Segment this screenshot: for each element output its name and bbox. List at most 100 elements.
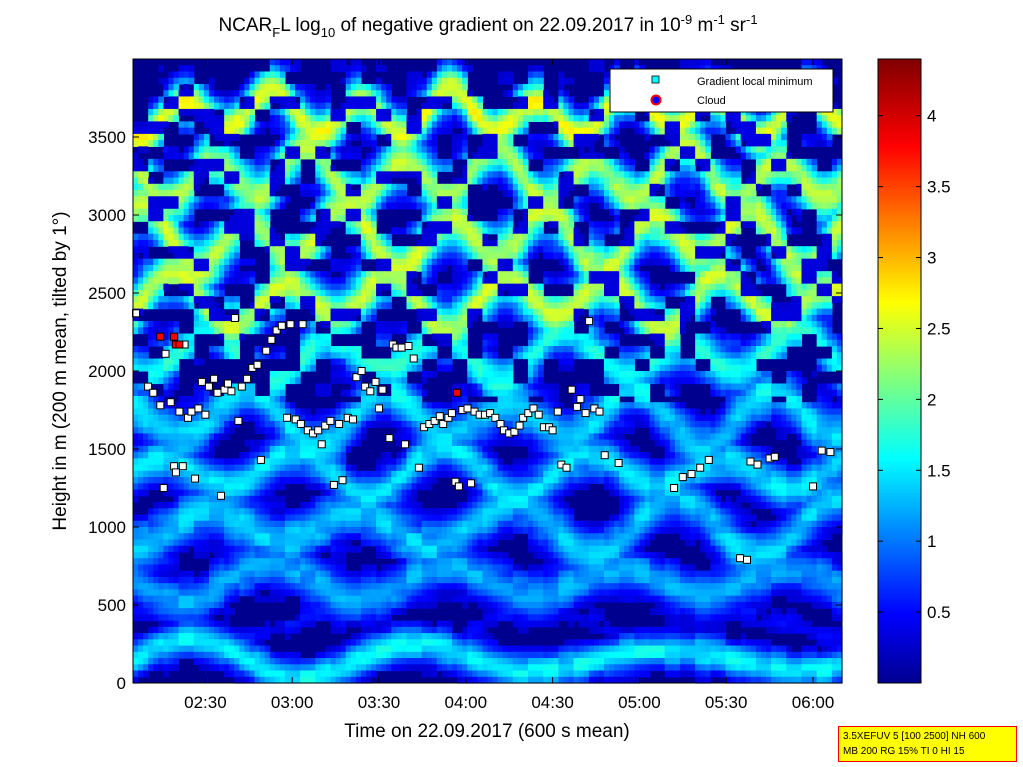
heatmap-cell [279, 545, 286, 553]
heatmap-cell [158, 115, 164, 122]
heatmap-cell [431, 527, 438, 534]
heatmap-cell [355, 614, 362, 622]
heatmap-cell [183, 514, 190, 522]
heatmap-cell [168, 177, 175, 185]
heatmap-cell [143, 445, 149, 453]
heatmap-cell [264, 477, 271, 484]
heatmap-cell [219, 308, 225, 316]
heatmap-cell [330, 296, 337, 303]
heatmap-cell [310, 108, 316, 116]
heatmap-cell [350, 402, 357, 410]
heatmap-cell [239, 626, 246, 634]
heatmap-cell [452, 439, 458, 447]
heatmap-cell [183, 96, 190, 104]
heatmap-cell [234, 539, 240, 547]
heatmap-cell [289, 458, 296, 466]
heatmap-cell [355, 190, 362, 197]
heatmap-cell [416, 420, 423, 428]
heatmap-cell [335, 676, 342, 684]
heatmap-cell [340, 289, 347, 297]
heatmap-cell [219, 639, 225, 647]
heatmap-cell [279, 308, 286, 316]
heatmap-cell [239, 177, 246, 185]
heatmap-cell [264, 71, 271, 79]
heatmap-cell [376, 470, 382, 478]
heatmap-cell [183, 633, 190, 640]
heatmap-cell [284, 233, 291, 241]
heatmap-cell [345, 614, 352, 622]
heatmap-cell [452, 514, 458, 522]
heatmap-cell [325, 102, 332, 110]
heatmap-cell [355, 676, 362, 684]
heatmap-cell [264, 458, 271, 466]
heatmap-cell [208, 664, 215, 672]
heatmap-cell [138, 246, 144, 254]
heatmap-cell [376, 77, 382, 85]
title-suffix-a: of negative gradient on 22.09.2017 in 10 [335, 15, 680, 36]
heatmap-cell [173, 608, 180, 615]
heatmap-cell [396, 258, 402, 266]
heatmap-cell [396, 595, 402, 603]
heatmap-cell [269, 277, 276, 285]
heatmap-cell [406, 196, 413, 204]
heatmap-cell [214, 314, 220, 322]
heatmap-cell [391, 645, 397, 653]
heatmap-cell [360, 495, 367, 503]
heatmap-cell [335, 289, 342, 297]
heatmap-cell [365, 283, 372, 291]
heatmap-cell [411, 302, 418, 310]
heatmap-cell [452, 77, 458, 85]
heatmap-cell [376, 190, 382, 197]
heatmap-cell [193, 620, 200, 628]
heatmap-cell [244, 558, 251, 566]
heatmap-cell [371, 570, 377, 578]
heatmap-cell [295, 676, 301, 684]
heatmap-cell [452, 527, 458, 534]
heatmap-cell [143, 208, 149, 216]
heatmap-cell [214, 626, 220, 634]
heatmap-cell [355, 221, 362, 229]
heatmap-cell [340, 614, 347, 622]
heatmap-cell [396, 389, 402, 397]
heatmap-cell [173, 258, 180, 266]
heatmap-cell [279, 439, 286, 447]
heatmap-cell [376, 414, 382, 422]
heatmap-cell [335, 321, 342, 328]
heatmap-cell [214, 564, 220, 572]
heatmap-cell [310, 152, 316, 160]
heatmap-cell [365, 664, 372, 672]
heatmap-cell [401, 352, 408, 360]
heatmap-cell [421, 108, 428, 116]
heatmap-cell [386, 458, 392, 466]
heatmap-cell [315, 308, 321, 316]
heatmap-cell [133, 583, 139, 590]
heatmap-cell [310, 296, 316, 303]
heatmap-cell [163, 358, 170, 366]
heatmap-cell [355, 321, 362, 328]
heatmap-cell [360, 664, 367, 672]
heatmap-cell [411, 477, 418, 484]
heatmap-cell [254, 576, 261, 584]
heatmap-cell [214, 533, 220, 541]
heatmap-cell [284, 508, 291, 516]
heatmap-cell [133, 539, 139, 547]
heatmap-cell [133, 215, 139, 222]
heatmap-cell [406, 246, 413, 254]
heatmap-cell [188, 464, 195, 472]
heatmap-cell [406, 227, 413, 235]
heatmap-cell [274, 233, 281, 241]
heatmap-cell [269, 308, 276, 316]
heatmap-cell [446, 115, 453, 122]
heatmap-cell [360, 221, 367, 229]
heatmap-cell [163, 651, 170, 659]
heatmap-cell [305, 539, 311, 547]
heatmap-cell [264, 664, 271, 672]
heatmap-cell [452, 59, 458, 66]
heatmap-cell [457, 502, 463, 509]
heatmap-cell [340, 115, 347, 122]
heatmap-cell [355, 77, 362, 85]
heatmap-cell [446, 296, 453, 303]
heatmap-cell [416, 121, 423, 129]
heatmap-cell [219, 239, 225, 247]
heatmap-cell [254, 439, 261, 447]
